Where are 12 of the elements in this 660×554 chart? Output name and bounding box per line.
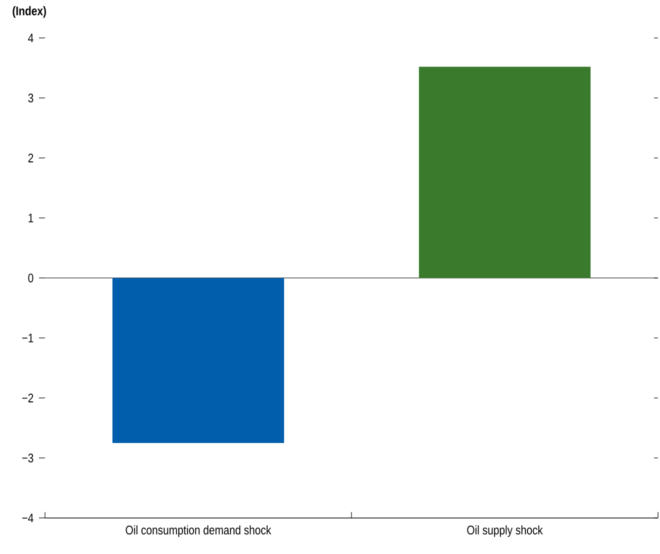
- y-tick-label: 4: [28, 34, 34, 42]
- y-tick-label: 1: [28, 214, 34, 222]
- y-tick-label: −2: [22, 394, 34, 402]
- y-axis-title: (Index): [12, 6, 46, 18]
- x-tick-label: Oil consumption demand shock: [126, 525, 272, 537]
- x-tick-label: Oil supply shock: [467, 525, 543, 537]
- y-tick-label: 0: [28, 274, 34, 282]
- y-tick-label: −1: [22, 334, 34, 342]
- y-tick-label: 3: [28, 94, 34, 102]
- y-tick-label: −4: [22, 514, 34, 522]
- y-tick-label: 2: [28, 154, 34, 162]
- y-tick-label: −3: [22, 454, 34, 462]
